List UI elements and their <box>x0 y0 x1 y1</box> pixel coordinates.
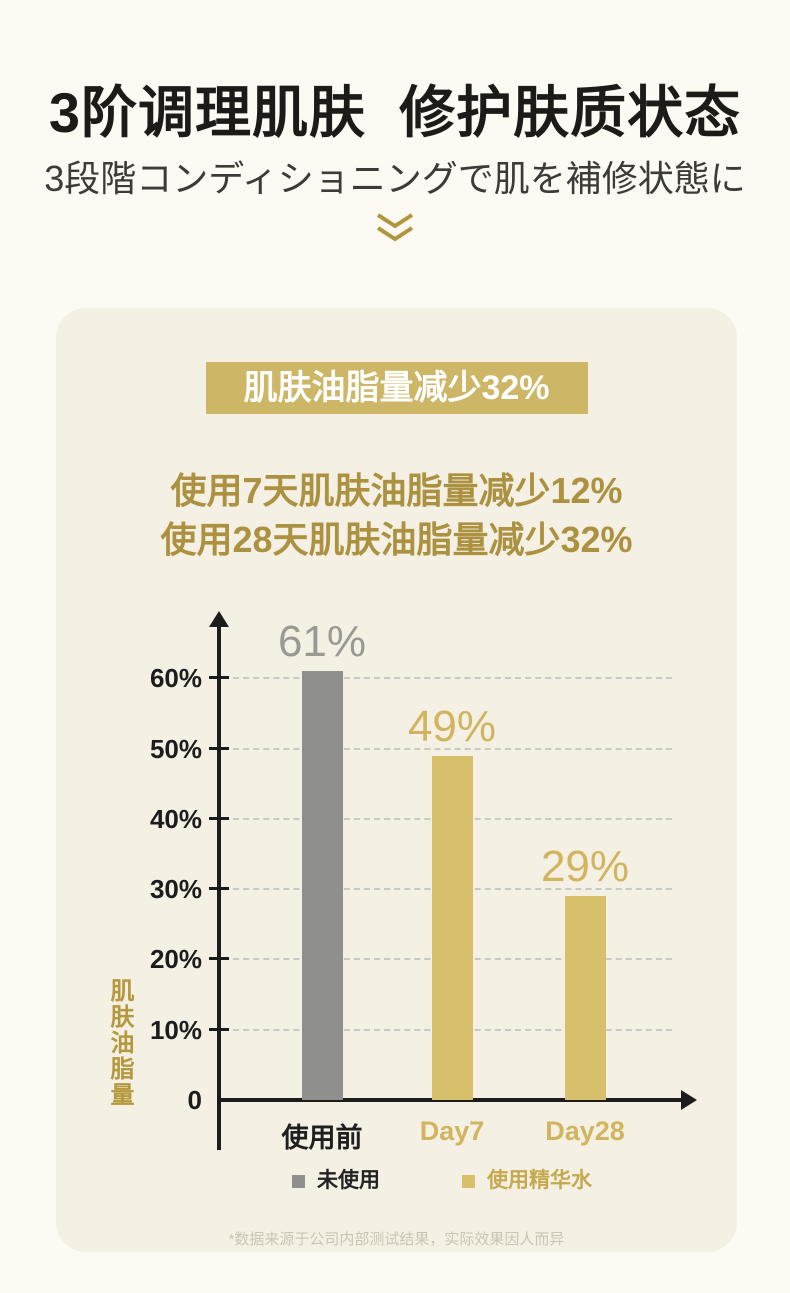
y-tick-label: 0 <box>187 1085 202 1115</box>
x-category-label: Day7 <box>419 1116 485 1146</box>
grid-line <box>223 677 672 680</box>
highlight-line-2: 使用28天肌肤油脂量减少32% <box>160 519 633 560</box>
bar-value-label: 61% <box>277 617 367 666</box>
y-tick-label: 40% <box>149 803 202 834</box>
double-chevron-down-icon <box>375 212 415 249</box>
x-category-label: 使用前 <box>281 1123 363 1153</box>
chart-legend: 未使用 使用精华水 <box>56 1168 737 1198</box>
result-badge: 肌肤油脂量减少32% <box>205 362 588 414</box>
legend-label: 未使用 <box>317 1169 380 1192</box>
bar-value-label: 49% <box>407 702 497 751</box>
y-axis-tick <box>209 1027 229 1031</box>
test-result-card: 肌肤油脂量减少32% 使用7天肌肤油脂量减少12% 使用28天肌肤油脂量减少32… <box>56 308 737 1252</box>
disclaimer-footnote: *数据来源于公司内部测试结果，实际效果因人而异 <box>228 1231 565 1248</box>
y-tick-label: 10% <box>149 1014 202 1045</box>
page-title: 3阶调理肌肤 修护肤质状态 <box>48 81 742 144</box>
legend-item-essence: 使用精华水 <box>462 1168 592 1194</box>
legend-swatch-gray <box>292 1174 305 1188</box>
bar <box>431 756 473 1100</box>
y-axis-tick <box>209 957 229 961</box>
legend-item-unused: 未使用 <box>292 1168 380 1194</box>
bar <box>564 896 606 1100</box>
x-category-label: Day28 <box>545 1116 625 1146</box>
bar-chart: 肌肤油脂量 0 10% 20% 30% 40% 50% 60% 61% 使用前 49% Day7 29… <box>56 308 737 1252</box>
y-axis-tick <box>209 887 229 891</box>
bar <box>301 671 343 1100</box>
grid-line <box>223 747 672 750</box>
legend-swatch-gold <box>462 1174 475 1188</box>
highlight-line-1: 使用7天肌肤油脂量减少12% <box>170 470 623 511</box>
y-tick-label: 20% <box>149 944 202 975</box>
y-tick-label: 50% <box>149 733 202 764</box>
y-axis-arrow <box>209 611 229 627</box>
y-axis-tick <box>209 676 229 680</box>
bar-value-label: 29% <box>540 842 630 891</box>
y-tick-label: 60% <box>149 663 202 694</box>
y-axis-title: 肌肤油脂量 <box>106 978 133 1108</box>
x-axis <box>217 1098 683 1102</box>
y-tick-label: 30% <box>149 874 202 905</box>
y-axis-tick <box>209 816 229 820</box>
page-subtitle: 3段階コンディショニングで肌を補修状態に <box>44 158 746 199</box>
y-axis-tick <box>209 746 229 750</box>
legend-label: 使用精华水 <box>487 1169 592 1192</box>
x-axis-arrow <box>681 1090 697 1110</box>
